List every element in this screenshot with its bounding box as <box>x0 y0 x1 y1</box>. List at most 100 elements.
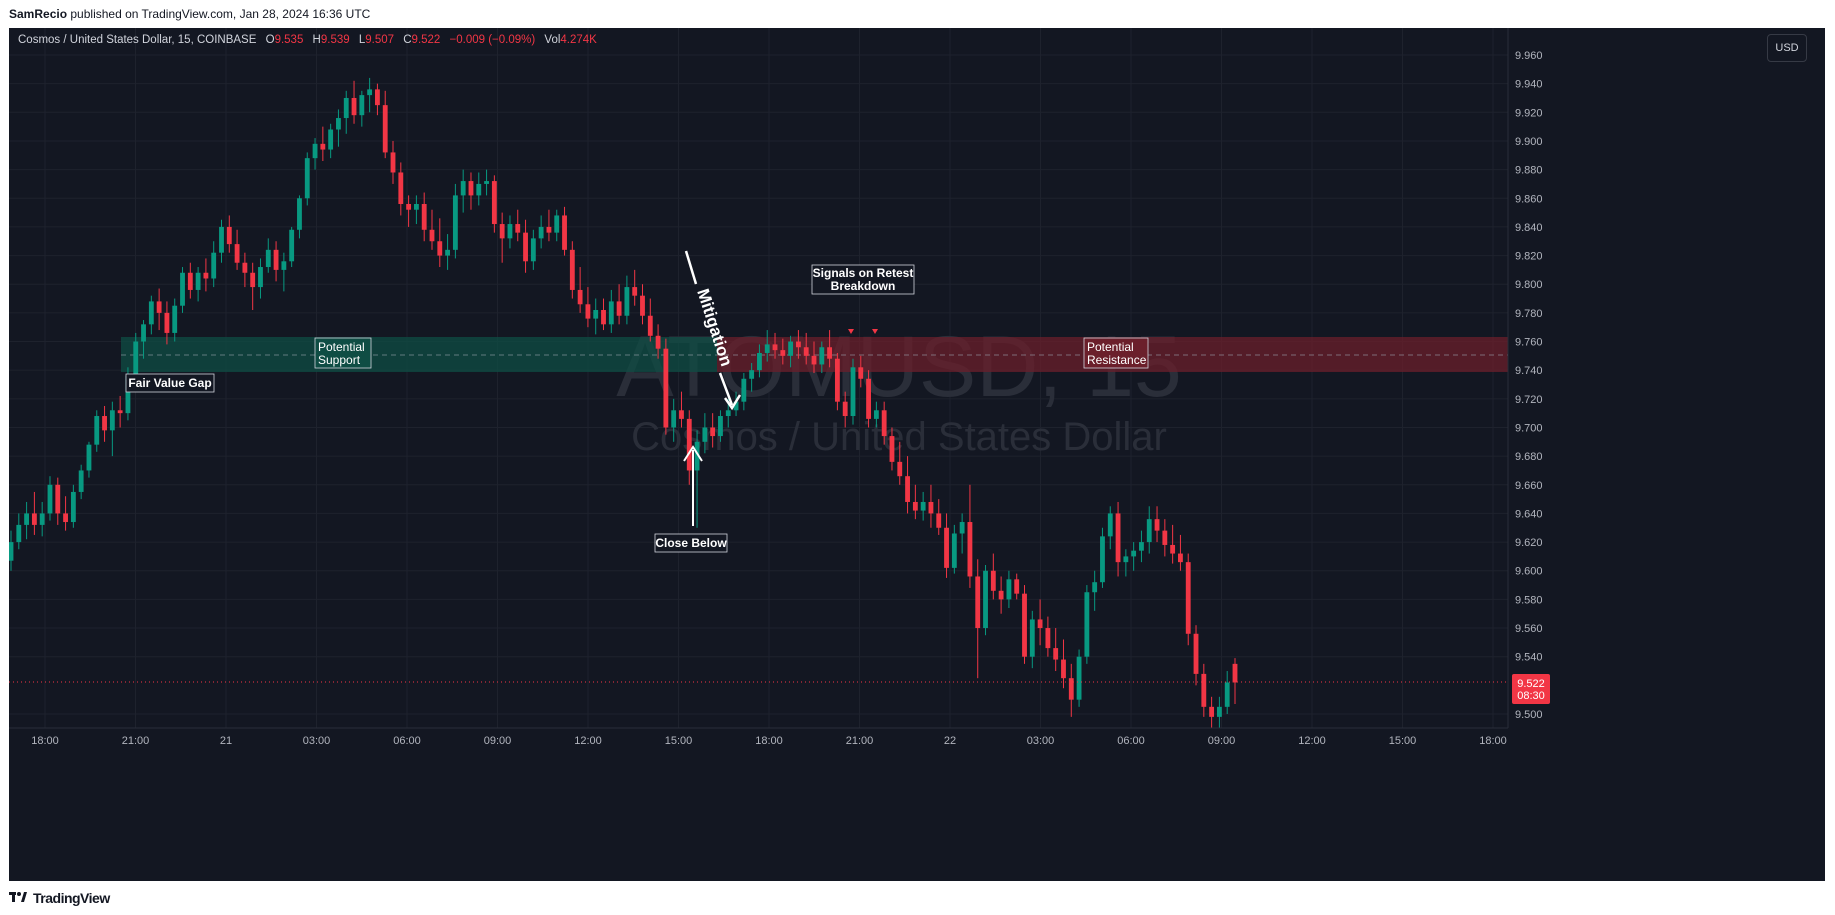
candle <box>608 289 614 333</box>
price-tick-label: 9.640 <box>1515 508 1543 520</box>
mitigation-arrowhead <box>723 394 742 411</box>
tradingview-logo-icon[interactable] <box>9 890 27 906</box>
candle-body <box>507 224 513 239</box>
candle-body <box>1193 633 1199 674</box>
candle <box>772 332 778 359</box>
candle <box>593 298 599 335</box>
candle-body <box>141 324 146 342</box>
symbol-title[interactable]: Cosmos / United States Dollar, 15, COINB… <box>18 34 257 46</box>
candle <box>546 209 552 242</box>
candle-body <box>187 272 193 290</box>
candle <box>491 175 497 233</box>
candle-body <box>1061 659 1066 679</box>
candle-body <box>133 341 139 376</box>
candle-body <box>694 441 700 471</box>
candle <box>1209 696 1215 729</box>
candle <box>273 241 279 282</box>
candle <box>78 464 84 500</box>
candle-body <box>343 97 349 119</box>
candle-body <box>577 289 583 305</box>
candle <box>406 195 412 227</box>
candle-body <box>1045 628 1051 649</box>
candle <box>905 456 910 514</box>
candle-body <box>258 267 263 288</box>
currency-button[interactable]: USD <box>1767 34 1807 62</box>
mitigation-line-bottom <box>718 372 734 406</box>
resistance-label-line1: Potential <box>1087 340 1134 354</box>
signals-label-line1: Signals on Retest <box>813 266 914 280</box>
candle <box>55 477 61 525</box>
candle <box>47 476 53 521</box>
candle <box>281 252 287 292</box>
support-annotation[interactable]: Potential Support <box>314 337 372 369</box>
candle-body <box>484 181 489 184</box>
resistance-annotation[interactable]: Potential Resistance <box>1083 337 1149 369</box>
candle-body <box>562 215 567 250</box>
candle <box>1029 610 1035 669</box>
candle <box>31 491 37 535</box>
candle <box>1146 506 1152 554</box>
candle <box>421 192 427 242</box>
publisher-name[interactable]: SamRecio <box>9 7 68 21</box>
candle-body <box>702 427 708 442</box>
candle <box>515 209 521 242</box>
footer-brand[interactable]: TradingView <box>33 890 110 906</box>
chart-canvas[interactable]: ATOMUSD, 15 Cosmos / United States Dolla… <box>9 28 1825 881</box>
candle-body <box>546 226 552 233</box>
candle-body <box>1216 706 1222 717</box>
candle-body <box>211 252 217 279</box>
candle-body <box>47 484 53 514</box>
price-tick-label: 9.500 <box>1515 709 1543 721</box>
candle-body <box>1139 542 1144 551</box>
candle <box>1193 625 1199 686</box>
candle <box>850 358 856 425</box>
candlestick-chart[interactable]: ATOMUSD, 15 Cosmos / United States Dolla… <box>9 28 1825 881</box>
candle-body <box>109 410 115 431</box>
candle-body <box>1131 550 1137 557</box>
candle-body <box>951 533 957 568</box>
candle <box>920 491 926 521</box>
symbol-legend: Cosmos / United States Dollar, 15, COINB… <box>18 34 597 46</box>
price-tick-label: 9.620 <box>1515 537 1543 549</box>
volume-label: Vol <box>544 34 561 46</box>
close-below-annotation[interactable]: Close Below <box>654 445 728 553</box>
candle <box>156 288 162 331</box>
time-axis: 18:00 21:00 21 03:00 06:00 09:00 12:00 15:00 18:… <box>31 735 1507 747</box>
candle-body <box>219 226 224 253</box>
candle <box>39 501 45 537</box>
candle <box>741 373 747 411</box>
time-tick-label: 06:00 <box>393 735 421 747</box>
candle <box>858 355 864 388</box>
candle-body <box>336 118 341 130</box>
signals-annotation[interactable]: Signals on Retest Breakdown <box>811 264 915 295</box>
candle <box>164 301 170 345</box>
price-tick-label: 9.680 <box>1515 451 1543 463</box>
candle-body <box>601 310 606 325</box>
candle <box>1061 639 1066 689</box>
candle-body <box>39 513 45 525</box>
candle-body <box>671 410 677 428</box>
time-tick-label: 09:00 <box>484 735 512 747</box>
mitigation-line-top <box>684 250 698 285</box>
candle <box>944 513 949 578</box>
candle <box>530 229 536 270</box>
fvg-annotation[interactable]: Fair Value Gap <box>125 373 215 393</box>
price-tick-label: 9.840 <box>1515 222 1543 234</box>
low-label: L <box>358 34 366 46</box>
candle <box>507 215 513 249</box>
candle-body <box>117 410 123 414</box>
candle-body <box>375 89 380 106</box>
open-label: O <box>265 34 275 46</box>
price-tick-label: 9.800 <box>1515 279 1543 291</box>
candle <box>1201 663 1207 717</box>
volume-value: 4.274K <box>560 34 597 46</box>
price-tick-label: 9.540 <box>1515 652 1543 664</box>
candle <box>476 172 482 206</box>
candle-body <box>881 410 887 437</box>
candle-body <box>772 344 778 351</box>
candle <box>686 410 692 485</box>
candle-body <box>1100 536 1105 583</box>
candle <box>1107 506 1113 550</box>
candle-body <box>866 378 871 419</box>
candle <box>1037 599 1043 646</box>
